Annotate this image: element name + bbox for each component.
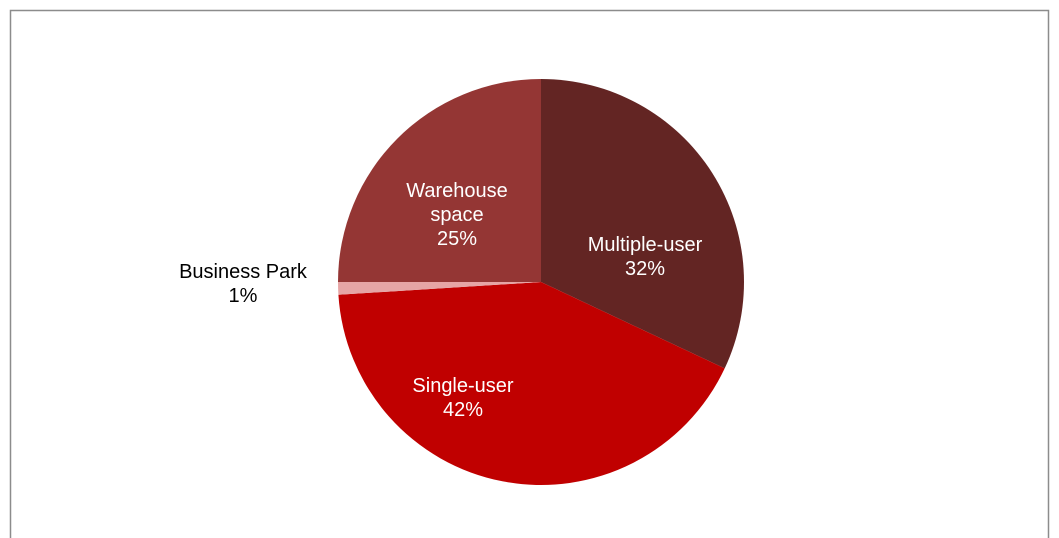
value-label: 32% <box>624 258 666 280</box>
slice-label: Multiple-user 32% <box>555 233 735 281</box>
slice-label: Single-user 42% <box>373 374 553 422</box>
value-label: 1% <box>228 285 258 307</box>
slice-label: Business Park 1% <box>143 260 343 308</box>
chart-frame <box>9 9 1050 538</box>
pie-slice <box>338 282 725 485</box>
value-label: 25% <box>436 228 478 250</box>
pie-slice <box>338 79 541 282</box>
category-label: Multiple-user <box>587 234 703 256</box>
category-label: Single-user <box>412 375 514 397</box>
category-label: Business Park <box>179 261 307 283</box>
value-label: 42% <box>442 399 484 421</box>
pie-slice <box>541 79 744 369</box>
category-label: Warehouse space <box>406 180 508 226</box>
pie-slice <box>338 282 541 295</box>
slice-label: Warehouse space 25% <box>397 179 517 251</box>
